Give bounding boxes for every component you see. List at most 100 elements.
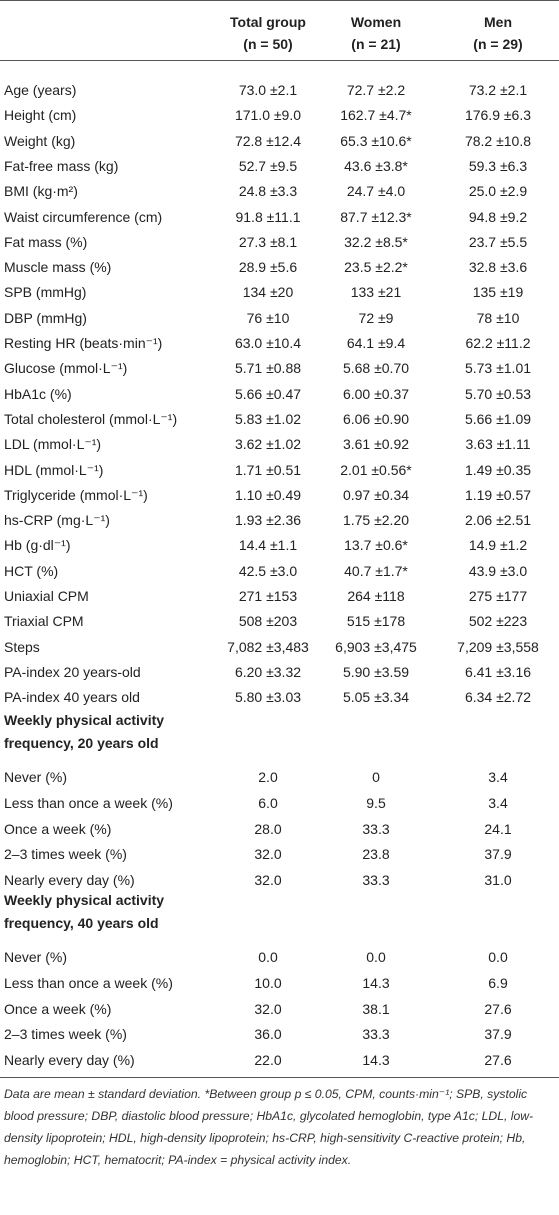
cell-value: 64.1 ±9.4 [346,335,406,351]
cell-value: 6.41 ±3.16 [464,663,532,680]
cell-value: 65.3 ±10.6* [340,132,412,149]
cell-value: 27.6 [484,1052,512,1068]
cell-value: 28.9 ±5.6 [238,259,298,276]
cell-value: 5.68 ±0.70 [342,360,410,377]
column-title: Total group [230,14,306,30]
cell-value: 133 ±21 [350,284,402,301]
cell-value: 6.9 [488,974,508,991]
cell-value: 2.01 ±0.56* [340,461,412,478]
cell-value: 2.0 [258,769,278,785]
cell-value: 32.0 [254,1000,282,1017]
row-label: Less than once a week (%) [4,974,173,991]
cell-value: 502 ±223 [468,613,528,630]
row-label: Triaxial CPM [4,613,84,630]
cell-value: 6.00 ±0.37 [342,385,410,402]
row-label: Never (%) [4,769,68,785]
row-label: HbA1c (%) [4,385,72,402]
cell-value: 36.0 [254,1026,282,1043]
cell-value: 33.3 [362,1026,390,1043]
cell-value: 5.73 ±1.01 [464,360,532,377]
cell-value: 1.71 ±0.51 [234,461,302,478]
cell-value: 13.7 ±0.6* [344,537,408,554]
cell-value: 22.0 [254,1052,282,1068]
row-label: Resting HR (beats·min⁻¹) [4,335,163,351]
header-rule [0,60,559,61]
cell-value: 27.6 [484,1000,512,1017]
cell-value: 3.63 ±1.11 [465,436,531,453]
cell-value: 52.7 ±9.5 [238,157,298,174]
cell-value: 6,903 ±3,475 [335,638,417,655]
row-label: Uniaxial CPM [4,588,89,604]
row-label: hs-CRP (mg·L⁻¹) [4,512,110,529]
cell-value: 25.0 ±2.9 [468,183,528,200]
column-n: (n = 21) [351,36,401,52]
cell-value: 24.8 ±3.3 [238,183,298,200]
row-label: PA-index 40 years old [4,689,140,706]
column-title: Men [484,14,512,30]
row-label: Fat mass (%) [4,233,88,250]
cell-value: 24.7 ±4.0 [346,183,406,200]
cell-value: 5.90 ±3.59 [342,663,410,680]
cell-value: 508 ±203 [238,613,298,630]
cell-value: 59.3 ±6.3 [468,157,528,174]
cell-value: 0.0 [366,949,386,965]
row-label: Glucose (mmol·L⁻¹) [4,360,128,377]
cell-value: 31.0 [484,872,512,888]
cell-value: 14.9 ±1.2 [468,537,528,554]
column-n: (n = 50) [243,36,293,52]
cell-value: 2.06 ±2.51 [464,512,532,529]
cell-value: 10.0 [254,974,282,991]
footnote: Data are mean ± standard deviation. *Bet… [4,1087,534,1167]
row-label: 2–3 times week (%) [4,1026,127,1043]
cell-value: 5.66 ±1.09 [464,410,532,427]
cell-value: 176.9 ±6.3 [464,107,532,124]
row-label: 2–3 times week (%) [4,846,127,863]
row-label: Triglyceride (mmol·L⁻¹) [4,486,148,503]
section-title: Weekly physical activity frequency, 40 y… [4,892,165,931]
row-label: DBP (mmHg) [4,309,87,326]
cell-value: 275 ±177 [468,588,528,604]
cell-value: 14.3 [362,974,390,991]
row-label: PA-index 20 years-old [4,663,141,680]
cell-value: 72.7 ±2.2 [346,82,406,98]
cell-value: 38.1 [362,1000,390,1017]
cell-value: 72.8 ±12.4 [234,132,302,149]
cell-value: 72 ±9 [358,309,394,326]
cell-value: 78.2 ±10.8 [464,132,532,149]
row-label: Waist circumference (cm) [4,208,163,225]
column-n: (n = 29) [473,36,523,52]
cell-value: 3.4 [488,794,508,811]
cell-value: 62.2 ±11.2 [465,335,531,351]
cell-value: 78 ±10 [476,309,520,326]
cell-value: 63.0 ±10.4 [234,335,302,351]
cell-value: 32.0 [254,872,282,888]
cell-value: 87.7 ±12.3* [340,208,412,225]
cell-value: 76 ±10 [246,309,290,326]
cell-value: 5.05 ±3.34 [342,689,410,706]
cell-value: 28.0 [254,820,282,837]
cell-value: 162.7 ±4.7* [340,107,412,124]
row-label: Once a week (%) [4,820,112,837]
cell-value: 42.5 ±3.0 [238,562,298,579]
cell-value: 3.4 [488,769,508,785]
top-rule [0,0,559,1]
cell-value: 6.06 ±0.90 [342,410,410,427]
row-label: Less than once a week (%) [4,794,173,811]
cell-value: 171.0 ±9.0 [234,107,302,124]
row-label: HCT (%) [4,562,59,579]
cell-value: 1.93 ±2.36 [234,512,302,529]
cell-value: 37.9 [484,1026,512,1043]
cell-value: 14.3 [362,1052,390,1068]
cell-value: 3.61 ±0.92 [342,436,410,453]
section-title: Weekly physical activity frequency, 20 y… [4,712,165,751]
cell-value: 23.8 [362,846,390,863]
row-label: Weight (kg) [4,132,76,149]
cell-value: 5.71 ±0.88 [234,360,302,377]
row-label: Hb (g·dl⁻¹) [4,537,71,554]
cell-value: 0.0 [258,949,278,965]
column-title: Women [350,14,402,30]
cell-value: 32.8 ±3.6 [468,259,528,276]
cell-value: 0.0 [488,949,508,965]
cell-value: 32.0 [254,846,282,863]
cell-value: 23.5 ±2.2* [344,259,408,276]
